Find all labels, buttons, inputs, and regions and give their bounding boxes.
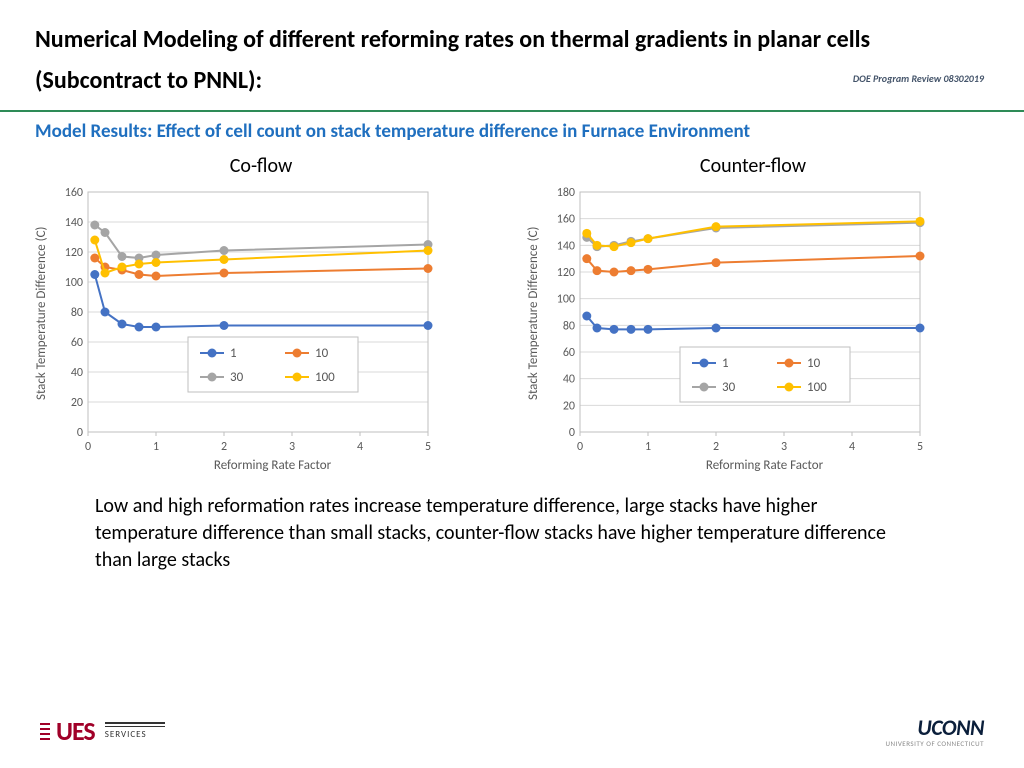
svg-text:20: 20 <box>71 396 83 410</box>
svg-text:30: 30 <box>722 380 736 395</box>
doe-note: DOE Program Review 08302019 <box>853 72 984 85</box>
svg-text:4: 4 <box>849 440 855 454</box>
svg-text:140: 140 <box>557 240 575 254</box>
svg-text:40: 40 <box>563 373 575 387</box>
svg-text:80: 80 <box>563 320 575 334</box>
svg-text:1: 1 <box>722 356 729 371</box>
svg-text:0: 0 <box>85 440 91 454</box>
svg-text:160: 160 <box>65 186 83 200</box>
svg-text:0: 0 <box>569 426 575 440</box>
svg-text:20: 20 <box>563 400 575 414</box>
svg-text:60: 60 <box>563 346 575 360</box>
chart-coflow-xlabel: Reforming Rate Factor <box>53 458 492 473</box>
svg-text:10: 10 <box>315 346 329 361</box>
chart-coflow-title: Co-flow <box>30 154 492 178</box>
page-title: Numerical Modeling of different reformin… <box>0 0 1024 110</box>
svg-text:10: 10 <box>807 356 821 371</box>
svg-text:5: 5 <box>917 440 923 454</box>
svg-text:1: 1 <box>230 346 237 361</box>
svg-text:140: 140 <box>65 216 83 230</box>
svg-text:40: 40 <box>71 366 83 380</box>
svg-text:160: 160 <box>557 213 575 227</box>
svg-text:100: 100 <box>315 370 335 385</box>
chart-counterflow: Counter-flow Stack Temperature Differenc… <box>522 154 984 473</box>
svg-text:3: 3 <box>781 440 787 454</box>
logo-uconn: UCONN UNIVERSITY OF CONNECTICUT <box>886 714 984 748</box>
svg-text:120: 120 <box>557 266 575 280</box>
chart-coflow: Co-flow Stack Temperature Difference (C)… <box>30 154 492 473</box>
svg-text:80: 80 <box>71 306 83 320</box>
chart-coflow-ylabel: Stack Temperature Difference (C) <box>30 184 53 443</box>
svg-text:2: 2 <box>713 440 719 454</box>
svg-text:30: 30 <box>230 370 244 385</box>
svg-text:100: 100 <box>557 293 575 307</box>
body-text: Low and high reformation rates increase … <box>0 473 1024 574</box>
svg-text:0: 0 <box>77 426 83 440</box>
chart-counterflow-title: Counter-flow <box>522 154 984 178</box>
svg-text:3: 3 <box>289 440 295 454</box>
svg-text:60: 60 <box>71 336 83 350</box>
logo-uconn-text: UCONN <box>886 714 984 741</box>
svg-text:100: 100 <box>65 276 83 290</box>
svg-text:4: 4 <box>357 440 363 454</box>
subtitle: Model Results: Effect of cell count on s… <box>0 112 1024 155</box>
svg-text:180: 180 <box>557 186 575 200</box>
chart-counterflow-plot: 0 20 40 60 80 100 120 140 160 180 0 1 2 3 4 5 1 10 30 100 <box>545 184 928 454</box>
chart-coflow-plot: 0 20 40 60 80 100 120 140 160 0 1 2 3 4 5 1 10 30 100 <box>53 184 436 454</box>
footer: UES SERVICES UCONN UNIVERSITY OF CONNECT… <box>0 714 1024 748</box>
chart-counterflow-ylabel: Stack Temperature Difference (C) <box>522 184 545 443</box>
logo-ues-sub: SERVICES <box>105 729 147 740</box>
chart-counterflow-xlabel: Reforming Rate Factor <box>545 458 984 473</box>
logo-ues: UES SERVICES <box>40 715 165 747</box>
svg-text:5: 5 <box>425 440 431 454</box>
logo-uconn-sub: UNIVERSITY OF CONNECTICUT <box>886 739 984 748</box>
logo-ues-text: UES <box>56 715 95 747</box>
svg-text:120: 120 <box>65 246 83 260</box>
svg-text:0: 0 <box>577 440 583 454</box>
svg-text:2: 2 <box>221 440 227 454</box>
svg-text:1: 1 <box>153 440 159 454</box>
charts-row: Co-flow Stack Temperature Difference (C)… <box>0 154 1024 473</box>
svg-text:100: 100 <box>807 380 827 395</box>
svg-text:1: 1 <box>645 440 651 454</box>
